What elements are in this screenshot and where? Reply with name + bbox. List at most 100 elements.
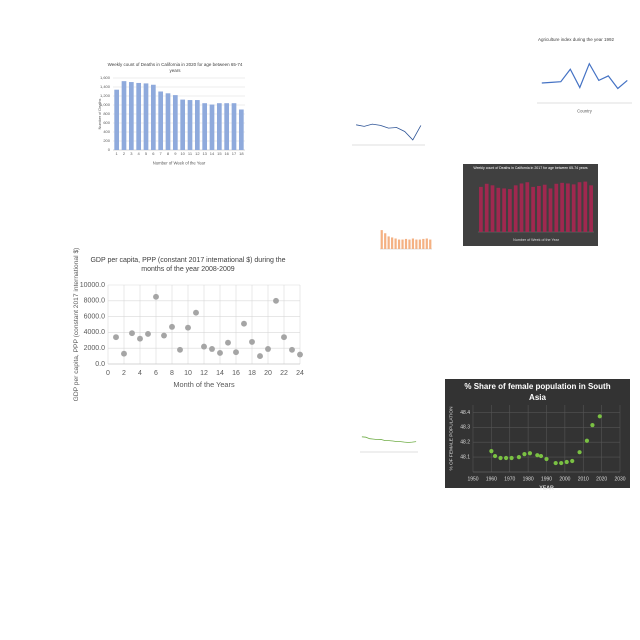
bar <box>404 238 408 249</box>
bar <box>425 238 428 249</box>
y-tick-label: 10000.0 <box>80 282 105 289</box>
x-tick-label: 14 <box>210 151 215 156</box>
bar <box>429 239 432 249</box>
bar <box>496 187 501 232</box>
bar <box>415 239 418 249</box>
x-tick-label: 20 <box>264 370 272 377</box>
x-tick-label: 10 <box>180 151 185 156</box>
point <box>233 349 239 356</box>
chart-title: Weekly count of Deaths in California in … <box>107 62 243 74</box>
y-tick-label: 48.1 <box>460 454 470 460</box>
bar <box>397 239 401 249</box>
line <box>541 62 628 90</box>
x-axis-title: Number of Week of the Year <box>513 238 560 242</box>
chart-title: % Share of female population in South As… <box>464 382 611 402</box>
bar <box>589 185 593 232</box>
point <box>241 320 247 327</box>
point <box>169 323 175 330</box>
x-tick-label: 12 <box>195 151 200 156</box>
bar <box>502 188 506 232</box>
point <box>161 332 167 339</box>
bar <box>508 189 512 232</box>
point <box>489 449 494 454</box>
x-tick-label: 2010 <box>578 476 589 482</box>
chart-background <box>445 379 630 488</box>
y-tick-label: 8000.0 <box>84 298 106 305</box>
y-axis-title: GDP per capita, PPP (constant 2017 inter… <box>73 248 80 402</box>
y-tick-label: 1,600 <box>100 75 111 80</box>
x-tick-label: 1950 <box>467 476 478 482</box>
x-tick-label: 2000 <box>559 476 570 482</box>
y-axis-title: % OF FEMALE POPULATION <box>448 406 454 471</box>
point <box>113 334 119 341</box>
y-tick-label: 600 <box>103 120 110 125</box>
x-tick-label: 1960 <box>486 476 497 482</box>
bar <box>408 239 411 249</box>
x-tick-label: 2030 <box>614 476 625 482</box>
y-tick-label: 48.4 <box>460 410 470 416</box>
point <box>177 346 183 353</box>
point <box>516 455 522 460</box>
point <box>492 453 498 459</box>
bar <box>577 182 582 232</box>
point <box>535 453 540 458</box>
x-tick-label: 0 <box>106 370 110 377</box>
point <box>570 458 575 464</box>
bar <box>490 185 495 232</box>
x-tick-label: 6 <box>154 370 158 377</box>
bar <box>513 185 518 232</box>
x-tick-label: 1990 <box>541 476 552 482</box>
point <box>145 331 151 337</box>
bar <box>158 91 164 150</box>
x-tick-label: 14 <box>216 370 224 377</box>
bar <box>401 239 404 249</box>
x-tick-label: 8 <box>167 151 170 156</box>
bar <box>165 93 171 150</box>
bar <box>136 82 142 150</box>
x-tick-label: 8 <box>170 370 174 377</box>
y-tick-label: 800 <box>103 111 110 116</box>
line <box>356 123 422 141</box>
x-tick-label: 2 <box>122 370 126 377</box>
x-tick-label: 24 <box>296 370 304 377</box>
point <box>553 460 558 466</box>
bar <box>202 103 208 150</box>
x-tick-label: 2 <box>123 151 126 156</box>
bar <box>422 238 425 249</box>
bar <box>143 83 149 150</box>
bar <box>525 182 530 232</box>
bar <box>479 186 483 232</box>
bar <box>187 100 193 150</box>
point <box>121 350 127 357</box>
x-axis-title: Number of Week of the Year <box>153 161 206 166</box>
point <box>289 346 295 353</box>
bar <box>531 186 535 232</box>
bar <box>216 103 222 150</box>
point <box>185 324 191 331</box>
y-tick-label: 0.0 <box>95 361 105 368</box>
x-tick-label: 18 <box>248 370 256 377</box>
bar <box>231 103 237 150</box>
y-tick-label: 200 <box>103 138 110 143</box>
bar <box>537 185 541 232</box>
point <box>509 455 514 461</box>
point <box>137 335 143 342</box>
x-tick-label: 18 <box>239 151 244 156</box>
bar <box>194 100 200 150</box>
point <box>249 338 255 345</box>
x-tick-label: 10 <box>184 370 192 377</box>
bar <box>519 183 524 232</box>
bar <box>172 95 178 150</box>
bar <box>384 233 387 249</box>
x-tick-label: 1970 <box>504 476 515 482</box>
point <box>129 330 135 337</box>
point <box>577 450 582 455</box>
bar <box>571 184 576 232</box>
point <box>217 350 223 356</box>
bar <box>380 230 383 249</box>
point <box>153 293 159 300</box>
bar <box>114 89 120 150</box>
x-tick-label: 9 <box>174 151 177 156</box>
